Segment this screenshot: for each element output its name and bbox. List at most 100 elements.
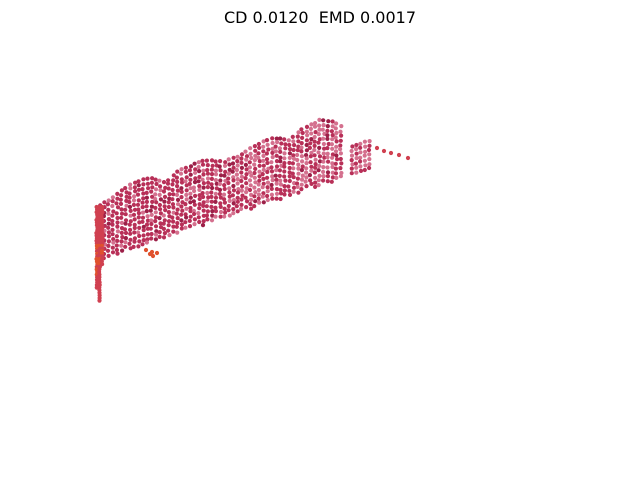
cloud-point bbox=[307, 173, 312, 178]
cloud-point bbox=[316, 132, 321, 137]
cloud-point bbox=[200, 177, 205, 182]
cloud-point bbox=[330, 146, 335, 151]
cloud-point bbox=[110, 232, 115, 237]
cloud-point bbox=[179, 222, 184, 227]
cloud-point bbox=[128, 219, 133, 224]
cloud-point bbox=[367, 152, 372, 157]
cloud-point bbox=[97, 298, 102, 303]
cloud-point bbox=[171, 192, 176, 197]
cloud-point bbox=[334, 153, 339, 158]
cloud-point bbox=[252, 162, 257, 167]
cloud-point bbox=[201, 213, 206, 218]
cloud-point bbox=[188, 164, 194, 169]
cloud-point bbox=[316, 183, 321, 188]
cloud-point bbox=[247, 170, 253, 175]
cloud-point bbox=[266, 166, 271, 171]
cloud-point bbox=[312, 147, 317, 153]
cloud-point bbox=[227, 213, 232, 218]
cloud-point bbox=[226, 157, 231, 162]
cloud-point bbox=[132, 236, 137, 241]
cloud-point bbox=[153, 224, 159, 229]
cloud-point bbox=[175, 207, 180, 212]
cloud-point bbox=[274, 181, 279, 186]
cloud-point bbox=[277, 146, 282, 151]
cloud-point bbox=[247, 160, 252, 165]
cloud-point bbox=[243, 176, 248, 181]
cloud-point bbox=[184, 197, 189, 202]
cloud-point bbox=[304, 175, 309, 180]
cloud-point bbox=[166, 200, 171, 205]
cloud-point bbox=[367, 162, 372, 167]
cloud-point bbox=[106, 211, 111, 216]
cloud-point bbox=[264, 151, 269, 156]
cloud-point bbox=[179, 177, 184, 182]
cloud-point bbox=[261, 200, 266, 205]
cloud-point bbox=[222, 163, 228, 168]
cloud-point bbox=[188, 195, 193, 200]
cloud-point bbox=[166, 228, 171, 233]
cloud-point bbox=[295, 148, 300, 153]
cloud-point bbox=[287, 188, 292, 193]
cloud-point bbox=[316, 140, 321, 145]
cloud-point bbox=[175, 197, 181, 202]
cloud-point bbox=[197, 193, 202, 198]
cloud-point bbox=[153, 205, 158, 210]
cloud-point bbox=[257, 178, 262, 183]
cloud-point bbox=[158, 188, 163, 193]
cloud-point bbox=[362, 158, 367, 163]
cloud-point bbox=[321, 141, 326, 147]
cloud-point bbox=[184, 188, 189, 193]
cloud-point bbox=[300, 173, 305, 178]
cloud-point bbox=[213, 214, 218, 219]
cloud-point bbox=[158, 184, 163, 189]
cloud-point bbox=[174, 224, 179, 229]
cloud-point bbox=[309, 168, 314, 173]
cloud-point bbox=[222, 186, 227, 192]
cloud-point bbox=[274, 191, 280, 196]
cloud-point bbox=[149, 231, 154, 237]
cloud-point bbox=[120, 235, 125, 240]
cloud-point bbox=[140, 215, 146, 220]
cloud-point bbox=[273, 173, 278, 178]
cloud-point bbox=[154, 229, 159, 234]
cloud-point bbox=[115, 220, 120, 225]
cloud-point bbox=[261, 167, 266, 172]
cloud-point bbox=[265, 189, 270, 194]
cloud-point bbox=[206, 180, 211, 185]
cloud-point bbox=[170, 182, 175, 187]
cloud-point bbox=[325, 179, 330, 184]
cloud-point bbox=[132, 222, 137, 227]
cloud-point bbox=[175, 230, 180, 235]
cloud-point bbox=[141, 177, 146, 182]
cloud-point bbox=[192, 222, 197, 227]
cloud-point bbox=[231, 178, 236, 183]
cloud-point bbox=[205, 199, 210, 204]
cloud-point bbox=[150, 253, 156, 259]
cloud-point bbox=[349, 166, 354, 171]
cloud-point bbox=[304, 170, 309, 175]
cloud-point bbox=[358, 145, 363, 150]
cloud-point bbox=[179, 226, 184, 231]
cloud-point bbox=[170, 197, 175, 202]
cloud-point bbox=[187, 168, 192, 173]
cloud-point bbox=[362, 153, 367, 158]
cloud-point bbox=[333, 166, 338, 171]
cloud-point bbox=[312, 170, 317, 175]
cloud-point bbox=[157, 178, 162, 183]
cloud-point bbox=[282, 161, 287, 166]
cloud-point bbox=[154, 181, 159, 187]
cloud-point bbox=[213, 168, 218, 173]
cloud-point bbox=[127, 195, 132, 200]
cloud-point bbox=[118, 201, 124, 206]
cloud-point bbox=[235, 163, 240, 168]
cloud-point bbox=[115, 205, 121, 210]
cloud-point bbox=[287, 155, 292, 160]
cloud-point bbox=[270, 155, 275, 160]
cloud-point bbox=[253, 166, 258, 171]
cloud-point bbox=[114, 243, 119, 248]
cloud-point bbox=[269, 182, 274, 188]
cloud-point bbox=[209, 204, 214, 209]
cloud-point bbox=[106, 225, 111, 230]
cloud-point bbox=[144, 204, 149, 209]
cloud-point bbox=[256, 182, 261, 187]
